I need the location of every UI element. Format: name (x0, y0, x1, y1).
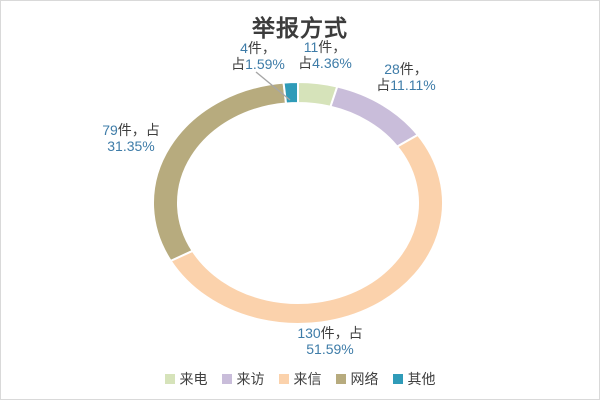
data-label-来信: 130件，占 51.59% (297, 325, 362, 357)
legend-swatch-icon (335, 374, 346, 384)
chart-title: 举报方式 (252, 15, 348, 41)
data-label-来电: 11件， 占4.36% (298, 39, 352, 71)
legend-label: 其他 (407, 371, 436, 387)
legend-label: 来电 (179, 371, 208, 387)
legend-item-来信[interactable]: 来信 (278, 369, 322, 389)
data-label-line: 占4.36% (298, 55, 352, 71)
donut-slice-来信[interactable] (169, 133, 444, 325)
data-label-line: 占1.59% (231, 56, 285, 72)
data-label-line: 11件， (303, 39, 347, 55)
data-label-line: 占11.11% (376, 77, 436, 93)
data-label-其他: 4件， 占1.59% (231, 40, 285, 72)
data-label-line: 28件， (384, 61, 428, 77)
legend-label: 网络 (350, 371, 379, 387)
legend-label: 来访 (236, 371, 265, 387)
legend-item-来电[interactable]: 来电 (164, 369, 208, 389)
donut-slice-其他[interactable] (282, 81, 299, 105)
label-leader-line (255, 71, 291, 101)
data-label-line: 4件， (240, 40, 276, 56)
data-label-line: 79件，占 (102, 122, 160, 138)
donut-slice-网络[interactable] (152, 81, 288, 262)
legend-swatch-icon (392, 374, 403, 384)
legend-item-其他[interactable]: 其他 (392, 369, 436, 389)
data-label-line: 31.35% (107, 138, 155, 154)
legend-item-来访[interactable]: 来访 (221, 369, 265, 389)
data-label-网络: 79件，占 31.35% (102, 122, 160, 154)
legend-item-网络[interactable]: 网络 (335, 369, 379, 389)
data-label-来访: 28件， 占11.11% (376, 61, 435, 93)
legend-swatch-icon (164, 374, 175, 384)
legend: 来电 来访 来信 网络 其他 (1, 369, 599, 389)
donut-slice-来访[interactable] (329, 85, 419, 148)
legend-swatch-icon (278, 374, 289, 384)
data-label-line: 130件，占 (297, 325, 363, 341)
legend-label: 来信 (293, 371, 322, 387)
legend-swatch-icon (221, 374, 232, 384)
data-label-line: 51.59% (306, 341, 354, 357)
